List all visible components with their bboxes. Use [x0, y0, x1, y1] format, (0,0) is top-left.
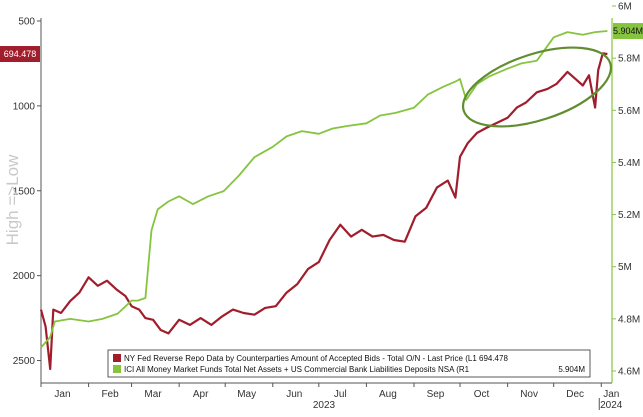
- x-tick-label: Apr: [193, 389, 209, 400]
- x-tick-label: Feb: [101, 389, 119, 400]
- highlight-ellipse: [461, 46, 613, 128]
- left-tick-label: 2500: [13, 356, 36, 367]
- mmf-series-line: [40, 30, 608, 349]
- left-tick-label: 1000: [13, 101, 36, 112]
- right-tick-label: 5M: [618, 262, 632, 273]
- x-tick-label: Oct: [474, 389, 490, 400]
- x-tick-label: Jul: [334, 389, 347, 400]
- legend-swatch: [113, 365, 121, 373]
- left-axis-label: High =>Low: [3, 154, 22, 245]
- legend-box: [107, 349, 591, 378]
- repo-last-flag: [0, 46, 40, 63]
- right-tick-label: 5.8M: [618, 54, 640, 65]
- x-tick-label: Aug: [379, 389, 397, 400]
- mmf-last-flag: [613, 23, 643, 40]
- year-label: 2023: [313, 400, 336, 411]
- repo-last-value: 694.478: [4, 49, 37, 59]
- legend-label: NY Fed Reverse Repo Data by Counterparti…: [124, 354, 508, 363]
- x-tick-label: Sep: [427, 389, 445, 400]
- legend-swatch: [113, 354, 121, 362]
- right-tick-label: 4.6M: [618, 367, 640, 378]
- legend-label: ICI All Money Market Funds Total Net Ass…: [124, 365, 470, 374]
- x-tick-label: Jan: [54, 389, 70, 400]
- x-tick-label: Dec: [566, 389, 584, 400]
- left-tick-label: 1500: [13, 186, 36, 197]
- x-tick-label: May: [237, 389, 256, 400]
- x-tick-label: Jan: [603, 389, 619, 400]
- x-tick-label: Jun: [286, 389, 302, 400]
- legend-last-value: 5.904M: [558, 365, 585, 374]
- right-tick-label: 6M: [618, 2, 632, 13]
- right-tick-label: 5.6M: [618, 106, 640, 117]
- right-tick-label: 4.8M: [618, 314, 640, 325]
- repo-series-line: [39, 52, 608, 371]
- mmf-last-value: 5.904M: [613, 26, 643, 36]
- right-tick-label: 5.2M: [618, 210, 640, 221]
- right-tick-label: 5.4M: [618, 158, 640, 169]
- year-label: 2024: [600, 400, 623, 411]
- left-tick-label: 500: [18, 17, 35, 28]
- x-tick-label: Nov: [520, 389, 538, 400]
- x-tick-label: Mar: [144, 389, 162, 400]
- left-tick-label: 2000: [13, 271, 36, 282]
